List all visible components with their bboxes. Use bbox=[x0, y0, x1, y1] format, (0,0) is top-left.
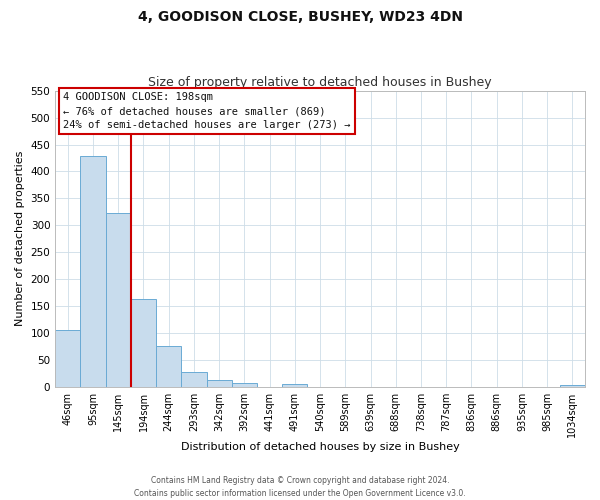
Bar bbox=[560, 384, 585, 387]
Bar bbox=[131, 299, 156, 387]
Bar bbox=[106, 214, 131, 387]
Bar bbox=[206, 380, 232, 387]
Text: 4, GOODISON CLOSE, BUSHEY, WD23 4DN: 4, GOODISON CLOSE, BUSHEY, WD23 4DN bbox=[137, 10, 463, 24]
Title: Size of property relative to detached houses in Bushey: Size of property relative to detached ho… bbox=[148, 76, 492, 90]
Bar bbox=[80, 156, 106, 387]
X-axis label: Distribution of detached houses by size in Bushey: Distribution of detached houses by size … bbox=[181, 442, 460, 452]
Bar bbox=[181, 372, 206, 387]
Y-axis label: Number of detached properties: Number of detached properties bbox=[15, 151, 25, 326]
Text: 4 GOODISON CLOSE: 198sqm
← 76% of detached houses are smaller (869)
24% of semi-: 4 GOODISON CLOSE: 198sqm ← 76% of detach… bbox=[63, 92, 350, 130]
Text: Contains HM Land Registry data © Crown copyright and database right 2024.
Contai: Contains HM Land Registry data © Crown c… bbox=[134, 476, 466, 498]
Bar bbox=[156, 346, 181, 387]
Bar bbox=[282, 384, 307, 387]
Bar bbox=[232, 383, 257, 387]
Bar bbox=[55, 330, 80, 387]
